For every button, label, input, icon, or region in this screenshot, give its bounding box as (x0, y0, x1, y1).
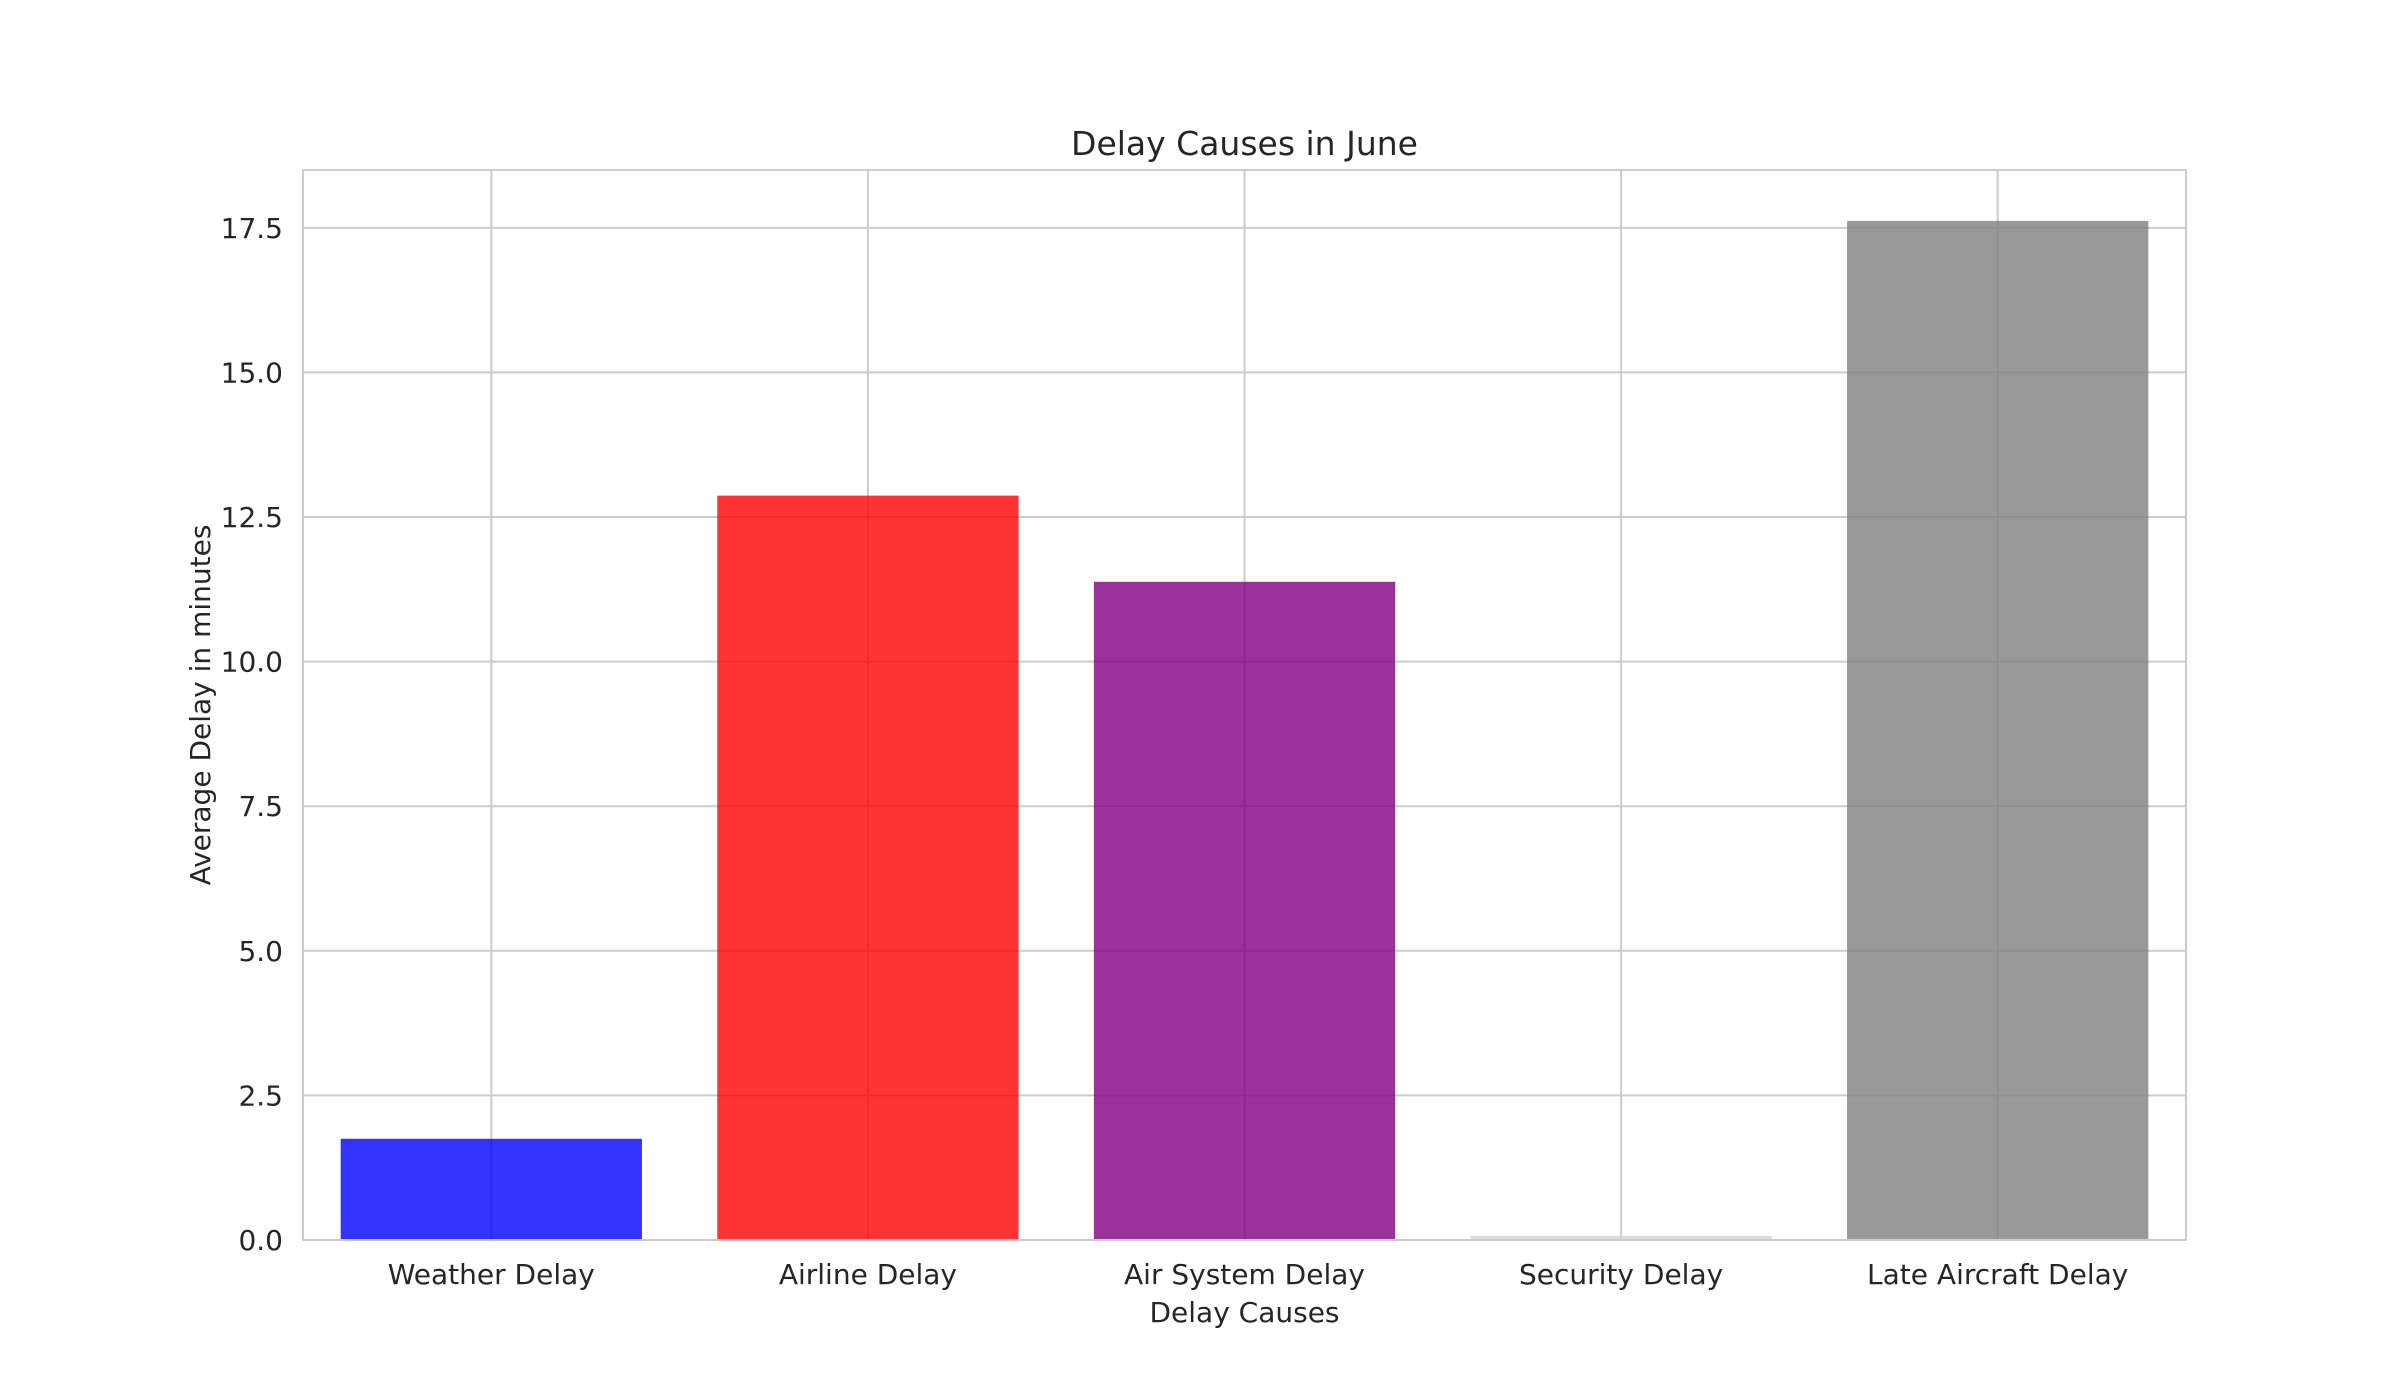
x-tick-label: Late Aircraft Delay (1867, 1258, 2128, 1291)
bar-weather-delay (340, 1138, 642, 1240)
bar-airline-delay (717, 495, 1019, 1240)
bar-late-aircraft-delay (1847, 220, 2149, 1241)
x-tick-label: Security Delay (1519, 1258, 1723, 1291)
y-tick-label: 10.0 (221, 646, 283, 679)
y-tick-label: 7.5 (238, 790, 283, 823)
bar-security-delay (1470, 1235, 1772, 1240)
y-tick-label: 15.0 (221, 356, 283, 389)
bar-air-system-delay (1093, 581, 1396, 1240)
chart-title: Delay Causes in June (1071, 124, 1418, 163)
x-tick-label: Airline Delay (779, 1258, 957, 1291)
y-tick-labels: 0.0 2.5 5.0 7.5 10.0 12.5 15.0 17.5 (221, 212, 283, 1257)
x-axis-label: Delay Causes (1149, 1296, 1339, 1329)
x-tick-labels: Weather Delay Airline Delay Air System Del… (388, 1258, 2129, 1291)
plot-frame (302, 169, 2187, 1241)
y-tick-label: 5.0 (238, 935, 283, 968)
y-tick-label: 17.5 (221, 212, 283, 245)
x-tick-label: Air System Delay (1124, 1258, 1365, 1291)
y-tick-label: 0.0 (238, 1224, 283, 1257)
x-tick-label: Weather Delay (388, 1258, 595, 1291)
bars (340, 220, 2149, 1241)
y-tick-label: 12.5 (221, 501, 283, 534)
y-axis-label: Average Delay in minutes (184, 525, 217, 886)
y-tick-label: 2.5 (238, 1079, 283, 1112)
